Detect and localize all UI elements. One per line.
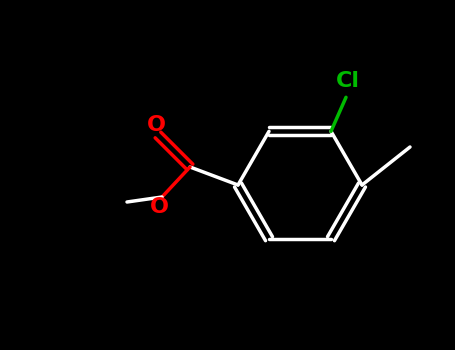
Text: O: O [150, 197, 168, 217]
Text: Cl: Cl [336, 71, 360, 91]
Text: O: O [147, 115, 166, 135]
